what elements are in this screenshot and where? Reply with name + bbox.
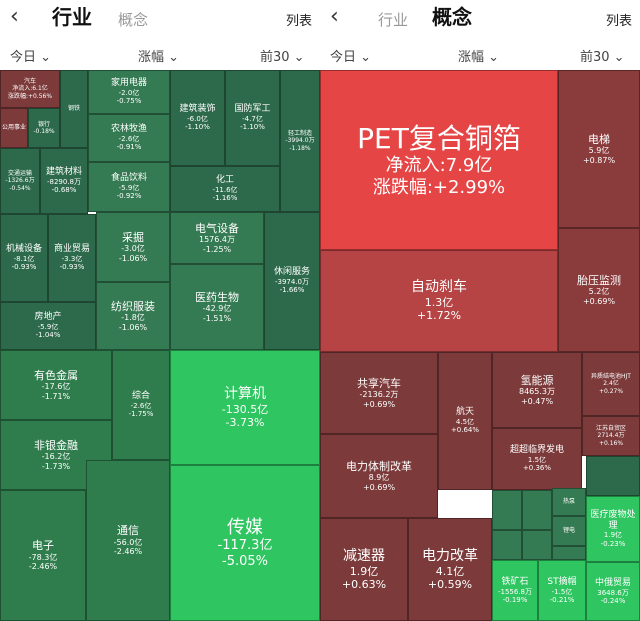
tile-pet-fuhe-tongbo[interactable]: PET复合铜箔 净流入:7.9亿 涨跌幅:+2.99% <box>320 70 558 250</box>
tile-st-zhaimao[interactable]: ST摘帽 -1.5亿 -0.21% <box>538 560 586 621</box>
industry-panel: ‹ 行业 概念 列表 今日 ⌄ 涨幅 ⌄ 前30 ⌄ 汽车 净流入:6.1亿 涨跌幅… <box>0 0 320 621</box>
tile-hangtian[interactable]: 航天 4.5亿 +0.64% <box>438 352 492 490</box>
tab-industry[interactable]: 行业 <box>378 11 409 29</box>
chevron-left-icon[interactable]: ‹ <box>10 4 19 29</box>
tile-shipin[interactable]: 食品饮料 -5.9亿 -0.92% <box>88 162 170 212</box>
chevron-left-icon[interactable]: ‹ <box>330 4 339 29</box>
tile-xiuxian[interactable]: 休闲服务 -3974.0万 -1.66% <box>264 212 320 350</box>
filter-bar: 今日 ⌄ 涨幅 ⌄ 前30 ⌄ <box>320 40 640 68</box>
tile-youse[interactable]: 有色金属 -17.6亿 -1.71% <box>0 350 112 420</box>
tile-jiayong[interactable]: 家用电器 -2.0亿 -0.75% <box>88 70 170 114</box>
tile-small-1[interactable] <box>492 490 522 530</box>
tile-rebeng[interactable]: 热泵 <box>552 488 586 516</box>
tile-small-2[interactable] <box>522 490 552 530</box>
tile-lidian[interactable]: 锂电 <box>552 516 586 546</box>
tile-small-6[interactable] <box>552 546 586 560</box>
tab-concept[interactable]: 概念 <box>432 5 472 29</box>
tile-jianzhu-zhuangshi[interactable]: 建筑装饰 -6.0亿 -1.10% <box>170 70 225 166</box>
tile-nonglin[interactable]: 农林牧渔 -2.6亿 -0.91% <box>88 114 170 162</box>
tile-gongxiang-qiche[interactable]: 共享汽车 -2136.2万 +0.69% <box>320 352 438 434</box>
tile-taiya-jiance[interactable]: 胎压监测 5.2亿 +0.69% <box>558 228 640 352</box>
tile-zhonge-maoyi[interactable]: 中俄贸易 3648.6万 -0.24% <box>586 562 640 621</box>
header: ‹ 行业 概念 列表 <box>0 0 320 36</box>
tile-caijue[interactable]: 采掘 -3.0亿 -1.06% <box>96 212 170 282</box>
tile-small-4[interactable] <box>492 530 522 560</box>
tile-tiekuangshi[interactable]: 铁矿石 -1556.8万 -0.19% <box>492 560 538 621</box>
list-button[interactable]: 列表 <box>285 14 312 29</box>
tile-yinhang[interactable]: 银行 -0.18% <box>28 108 60 148</box>
tile-jixie[interactable]: 机械设备 -8.1亿 -0.93% <box>0 214 48 302</box>
tile-jiansuqi[interactable]: 减速器 1.9亿 +0.63% <box>320 518 408 621</box>
treemap-concept: PET复合铜箔 净流入:7.9亿 涨跌幅:+2.99% 电梯 5.9亿 +0.87% 自… <box>320 70 640 621</box>
header: ‹ 行业 概念 列表 <box>320 0 640 36</box>
list-button[interactable]: 列表 <box>605 14 632 29</box>
tile-hjt[interactable]: 异质结电池HJT 2.4亿 +0.27% <box>582 352 640 416</box>
tile-yiyao[interactable]: 医药生物 -42.9亿 -1.51% <box>170 264 264 350</box>
tile-dianli-gaige[interactable]: 电力改革 4.1亿 +0.59% <box>408 518 492 621</box>
tile-dianzi[interactable]: 电子 -78.3亿 -2.46% <box>0 490 86 621</box>
tile-jiangsu-zimaoqu[interactable]: 江苏自贸区 2714.4万 +0.16% <box>582 416 640 456</box>
tile-jiaotong[interactable]: 交通运输 -1326.6万 -0.54% <box>0 148 40 214</box>
filter-day[interactable]: 今日 ⌄ <box>10 50 52 65</box>
filter-metric[interactable]: 涨幅 ⌄ <box>138 50 180 65</box>
tile-feiyin[interactable]: 非银金融 -16.2亿 -1.73% <box>0 420 112 490</box>
filter-metric[interactable]: 涨幅 ⌄ <box>458 50 500 65</box>
tile-guofang[interactable]: 国防军工 -4.7亿 -1.10% <box>225 70 280 166</box>
tile-dianti[interactable]: 电梯 5.9亿 +0.87% <box>558 70 640 228</box>
tile-small-5[interactable] <box>522 530 552 560</box>
tile-gongyong[interactable]: 公用事业 <box>0 108 28 148</box>
tile-small-3[interactable] <box>586 456 640 496</box>
filter-top[interactable]: 前30 ⌄ <box>580 50 625 65</box>
tile-yiliao-feiwu[interactable]: 医疗废物处理 1.9亿 -0.23% <box>586 496 640 562</box>
treemap-industry: 汽车 净流入:6.1亿 涨跌幅:+0.56% 钢铁 家用电器 -2.0亿 -0.75% … <box>0 70 320 621</box>
tile-qiche[interactable]: 汽车 净流入:6.1亿 涨跌幅:+0.56% <box>0 70 60 108</box>
filter-bar: 今日 ⌄ 涨幅 ⌄ 前30 ⌄ <box>0 40 320 68</box>
tile-dianli-tizhi[interactable]: 电力体制改革 8.9亿 +0.69% <box>320 434 438 518</box>
tile-zidong-shache[interactable]: 自动刹车 1.3亿 +1.72% <box>320 250 558 352</box>
tile-huagong[interactable]: 化工 -11.6亿 -1.16% <box>170 166 280 212</box>
tile-qingnengyuan[interactable]: 氢能源 8465.3万 +0.47% <box>492 352 582 428</box>
tile-chaochao-linjie[interactable]: 超超临界发电 1.5亿 +0.36% <box>492 428 582 490</box>
tile-qinggong[interactable]: 轻工制造 -3994.0万 -1.18% <box>280 70 320 212</box>
tile-tongxin[interactable]: 通信 -56.0亿 -2.46% <box>86 460 170 621</box>
tile-fangzhi[interactable]: 纺织服装 -1.8亿 -1.06% <box>96 282 170 350</box>
tab-concept[interactable]: 概念 <box>118 11 149 29</box>
tile-shangmao[interactable]: 商业贸易 -3.3亿 -0.93% <box>48 214 96 302</box>
filter-day[interactable]: 今日 ⌄ <box>330 50 372 65</box>
tile-dianqi[interactable]: 电气设备 1576.4万 -1.25% <box>170 212 264 264</box>
concept-panel: ‹ 行业 概念 列表 今日 ⌄ 涨幅 ⌄ 前30 ⌄ PET复合铜箔 净流入:7.… <box>320 0 640 621</box>
tile-zonghe[interactable]: 综合 -2.6亿 -1.75% <box>112 350 170 460</box>
tab-industry[interactable]: 行业 <box>52 5 92 29</box>
tile-jisuanji[interactable]: 计算机 -130.5亿 -3.73% <box>170 350 320 465</box>
tile-fangdichan[interactable]: 房地产 -5.9亿 -1.04% <box>0 302 96 350</box>
tile-chuanmei[interactable]: 传媒 -117.3亿 -5.05% <box>170 465 320 621</box>
tile-gangtie[interactable]: 钢铁 <box>60 70 88 148</box>
tile-jiancai[interactable]: 建筑材料 -8290.8万 -0.68% <box>40 148 88 214</box>
filter-top[interactable]: 前30 ⌄ <box>260 50 305 65</box>
